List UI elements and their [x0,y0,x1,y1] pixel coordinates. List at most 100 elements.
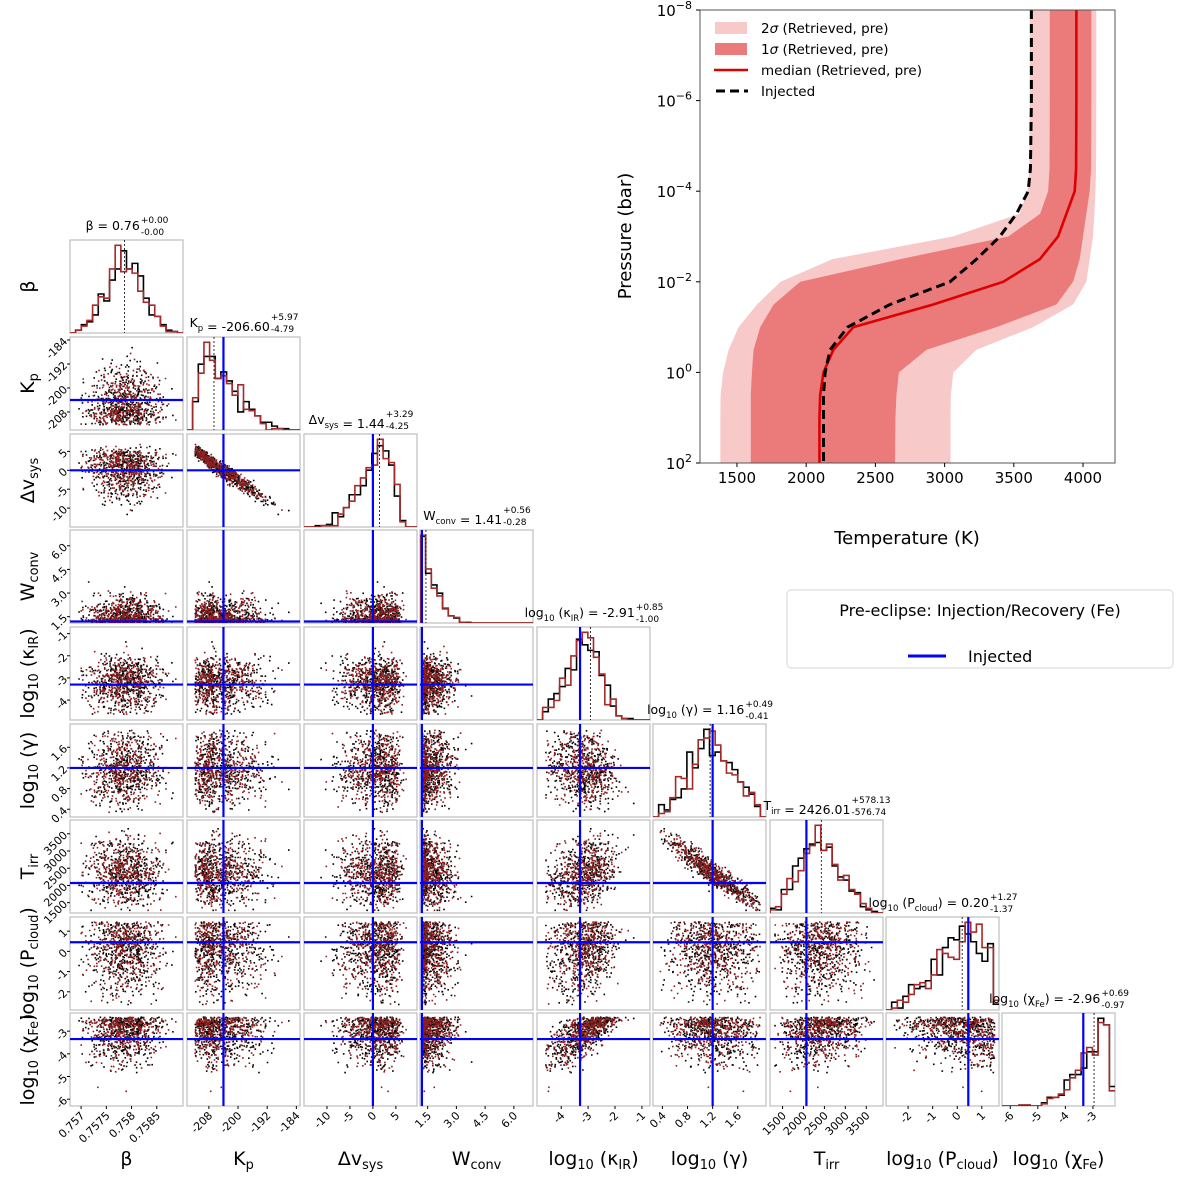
scatter-points-black [320,921,405,1006]
histogram-red [304,438,417,527]
legend-text: 2 [761,21,770,37]
scatter-points-black [774,1016,875,1074]
label-segment: T [813,1148,826,1170]
title-err-minus: -0.41 [745,712,768,722]
y-tick-label: 10−2 [657,271,692,292]
label-segment: 10 [27,974,42,990]
title-err-minus: -1.37 [990,905,1013,915]
y-tick-label: 10−4 [657,180,692,201]
x-tick-label: 2000 [787,469,825,487]
band-1sigma [750,10,1092,463]
scatter-panel-7-3 [419,916,534,1011]
title-value: = -2.91 [584,605,635,620]
title-err-minus: -4.79 [271,325,295,335]
label-segment: log [868,895,887,910]
scatter-panel-4-0 [69,626,184,721]
tick-base: 10 [666,455,685,473]
histogram-panel-1: Kp = -206.60+5.97 -4.79 [186,313,301,431]
histogram-black [886,925,999,1010]
label-segment: K [233,1148,246,1170]
scatter-points-black [545,828,635,912]
label-segment: 10 [27,673,42,689]
y-tick-label: -5 [53,484,70,501]
y-tick-label: -3 [53,1026,70,1043]
label-segment: 10 [666,711,677,721]
scatter-panel-1-0 [69,336,184,431]
scatter-panel-2-0 [69,433,184,528]
y-tick-label: 102 [666,452,692,473]
x-axis-label: log10 (κIR) [548,1148,638,1173]
x-tick-label: -192 [247,1109,274,1136]
scatter-panel-6-5 [652,819,767,914]
label-segment: (χ [1058,1148,1082,1170]
title-err-plus: +0.85 [636,603,664,613]
y-tick-label: 0.8 [49,784,71,806]
label-segment: (χ [1019,991,1035,1006]
scatter-panel-6-4 [536,819,651,914]
legend-swatch [715,22,747,34]
x-tick-label: 4000 [1064,469,1102,487]
label-segment: W [452,1148,471,1170]
label-segment: (P [17,950,39,975]
label-segment: ) [631,1148,638,1170]
label-segment: 10 [27,1060,42,1076]
label-segment: 10 [27,764,42,780]
scatter-panel-4-2 [303,626,418,721]
label-segment: 10 [915,1158,931,1173]
histogram-panel-4: log10 (κIR) = -2.91 +0.85-1.00 [525,603,664,721]
panel-frame [303,1012,418,1107]
y-axis-label: Wconv [17,551,42,601]
legend-label: Injected [761,84,815,100]
y-tick-label: -200 [43,383,70,410]
scatter-points-red [545,921,629,1005]
corner-plot: β = 0.76 +0.00 -0.00 β Kp = -206.60+5.97 -4.7… [17,216,1129,1173]
legend-text: σ [770,21,779,37]
y-tick-label: 6.0 [49,541,71,563]
panel-frame [769,1012,884,1107]
legend-label: 2σ (Retrieved, pre) [761,21,889,37]
scatter-points-red [194,645,283,715]
x-axis-label: β [120,1148,132,1170]
label-segment: log [17,690,39,719]
x-axis-label: Δvsys [338,1148,384,1173]
scatter-points-red [80,830,177,912]
x-tick-label: 3500 [995,469,1033,487]
tick-exponent: −2 [676,271,692,284]
y-tick-label: 0 [56,946,70,960]
scatter-points-red [545,729,629,814]
title-err-plus: +1.27 [990,893,1018,903]
scatter-panel-8-0 [69,1012,184,1107]
x-tick-label: -5 [1027,1109,1044,1126]
label-segment: ) [938,895,943,910]
label-segment: conv [436,517,456,527]
x-tick-label: 0.8 [672,1109,694,1131]
label-segment: ) [17,907,39,914]
scatter-panel-7-5 [652,916,767,1011]
label-segment: p [27,373,42,381]
scatter-panel-3-1 [186,529,301,624]
legend-text: median (Retrieved, pre) [761,63,922,79]
x-tick-label: 1 [974,1109,988,1123]
x-axis-label: log10 (χFe) [1013,1148,1105,1173]
y-tick-label: 3.0 [49,588,71,610]
scatter-panel-7-6 [769,916,884,1011]
x-axis-label: Temperature (K) [833,528,980,549]
legend-text: 1 [761,42,770,58]
x-tick-label: -1 [631,1109,648,1126]
panel-frame [69,723,184,818]
scatter-points-red [194,590,283,623]
panel-frame [303,626,418,721]
x-tick-label: 4.5 [470,1109,492,1131]
title-value: = -206.60 [203,319,270,334]
y-tick-label: -192 [43,359,70,386]
scatter-panel-2-1 [186,433,301,528]
scatter-panel-7-1 [186,916,301,1011]
scatter-points-red [421,921,462,1005]
scatter-panel-8-3 [419,1012,534,1107]
tick-base: 10 [657,274,676,292]
label-segment: 10 [577,1158,593,1173]
x-tick-label: 3500 [844,1109,873,1138]
x-tick-label: -6 [1000,1109,1017,1126]
scatter-points-red [659,921,761,1005]
panel-frame [769,819,884,914]
